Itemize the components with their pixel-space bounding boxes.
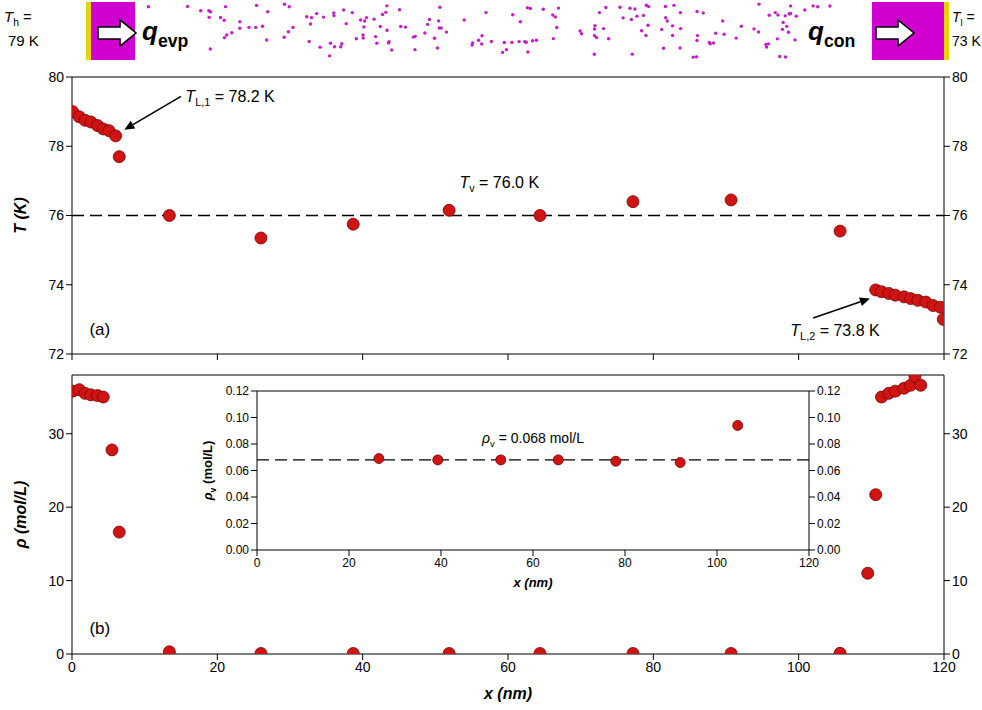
svg-text:TL,1 = 78.2 K: TL,1 = 78.2 K [185,88,275,108]
svg-text:20: 20 [48,499,64,515]
svg-text:0.12: 0.12 [226,384,250,398]
svg-text:76: 76 [952,207,968,223]
svg-text:0.02: 0.02 [817,517,841,531]
svg-text:40: 40 [434,556,448,570]
svg-text:Tv = 76.0 K: Tv = 76.0 K [459,174,539,194]
svg-text:78: 78 [48,138,64,154]
svg-text:qcon: qcon [808,16,855,51]
svg-text:74: 74 [48,277,64,293]
svg-text:80: 80 [952,69,968,85]
svg-text:0.08: 0.08 [226,437,250,451]
svg-text:76: 76 [48,207,64,223]
svg-text:73 K: 73 K [952,33,981,49]
svg-text:80: 80 [48,69,64,85]
svg-text:0.00: 0.00 [817,543,841,557]
svg-text:0: 0 [56,646,64,662]
svg-text:78: 78 [952,138,968,154]
svg-text:20: 20 [952,499,968,515]
svg-text:0: 0 [68,659,76,675]
svg-text:60: 60 [500,659,516,675]
svg-text:qevp: qevp [142,16,189,51]
svg-text:0.06: 0.06 [817,464,841,478]
svg-text:10: 10 [48,573,64,589]
svg-text:100: 100 [787,659,811,675]
svg-text:Th =: Th = [4,8,32,28]
svg-text:0.00: 0.00 [226,543,250,557]
svg-text:0.04: 0.04 [226,490,250,504]
svg-text:120: 120 [932,658,956,675]
svg-text:0.08: 0.08 [817,437,841,451]
svg-text:0.10: 0.10 [817,411,841,425]
svg-text:20: 20 [342,556,356,570]
svg-text:x (nm): x (nm) [513,575,553,590]
svg-text:ρ (mol/L): ρ (mol/L) [12,481,29,549]
svg-text:TL,2 = 73.8 K: TL,2 = 73.8 K [790,322,880,342]
svg-text:30: 30 [48,426,64,442]
svg-text:0.02: 0.02 [226,517,250,531]
svg-text:30: 30 [952,426,968,442]
svg-text:120: 120 [799,556,819,570]
svg-text:60: 60 [526,556,540,570]
svg-text:0: 0 [952,646,960,662]
svg-text:0.10: 0.10 [226,411,250,425]
svg-text:20: 20 [210,659,226,675]
svg-text:79 K: 79 K [8,32,39,49]
svg-text:0.04: 0.04 [817,490,841,504]
svg-text:0.06: 0.06 [226,464,250,478]
svg-text:ρv = 0.068 mol/L: ρv = 0.068 mol/L [481,430,584,449]
svg-text:Tl =: Tl = [952,9,975,28]
svg-text:ρv (mol/L): ρv (mol/L) [200,441,218,502]
svg-text:10: 10 [952,573,968,589]
svg-text:72: 72 [952,346,968,362]
svg-text:(a): (a) [89,320,110,339]
svg-text:72: 72 [48,346,64,362]
svg-text:0: 0 [254,556,261,570]
svg-text:(b): (b) [89,619,110,638]
svg-text:80: 80 [618,556,632,570]
svg-text:100: 100 [707,556,727,570]
svg-text:40: 40 [355,659,371,675]
svg-text:80: 80 [646,659,662,675]
svg-text:x (nm): x (nm) [483,685,532,702]
svg-text:0.12: 0.12 [817,384,841,398]
svg-text:74: 74 [952,277,968,293]
svg-text:T (K): T (K) [12,197,29,233]
